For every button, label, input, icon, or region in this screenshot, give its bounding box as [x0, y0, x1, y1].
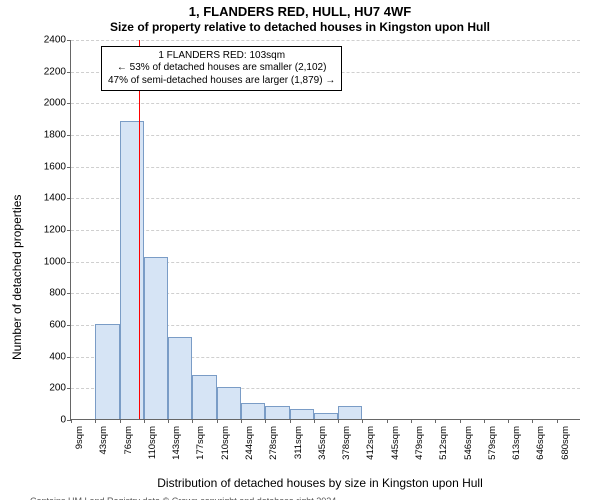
x-tick-label: 613sqm [511, 426, 522, 476]
y-tick-label: 1400 [26, 193, 66, 204]
y-tick-label: 2000 [26, 98, 66, 109]
y-tick [67, 388, 71, 389]
x-tick [120, 419, 121, 423]
x-tick [144, 419, 145, 423]
x-tick [508, 419, 509, 423]
x-tick [484, 419, 485, 423]
histogram-bar [338, 406, 362, 419]
histogram-bar [265, 406, 289, 419]
x-tick-label: 9sqm [74, 426, 85, 476]
y-tick [67, 103, 71, 104]
x-tick-label: 546sqm [463, 426, 474, 476]
gridline [71, 103, 580, 104]
histogram-bar [217, 387, 241, 419]
x-tick [71, 419, 72, 423]
histogram-bar [192, 375, 216, 419]
x-tick [290, 419, 291, 423]
y-tick [67, 357, 71, 358]
histogram-bar [168, 337, 192, 419]
page-title-line1: 1, FLANDERS RED, HULL, HU7 4WF [0, 0, 600, 20]
gridline [71, 198, 580, 199]
y-tick [67, 167, 71, 168]
x-tick-label: 143sqm [171, 426, 182, 476]
y-tick-label: 1200 [26, 224, 66, 235]
histogram-bar [241, 403, 265, 419]
x-tick-label: 378sqm [341, 426, 352, 476]
x-tick [241, 419, 242, 423]
histogram-bar [290, 409, 314, 419]
y-tick [67, 198, 71, 199]
x-tick [362, 419, 363, 423]
x-tick [168, 419, 169, 423]
x-tick [314, 419, 315, 423]
y-tick [67, 40, 71, 41]
x-tick-label: 43sqm [98, 426, 109, 476]
x-tick [387, 419, 388, 423]
x-tick [338, 419, 339, 423]
x-tick-label: 110sqm [147, 426, 158, 476]
x-tick [435, 419, 436, 423]
annotation-line1: 1 FLANDERS RED: 103sqm [108, 50, 335, 63]
x-axis-title: Distribution of detached houses by size … [40, 476, 600, 490]
x-tick-label: 579sqm [487, 426, 498, 476]
y-tick [67, 293, 71, 294]
page-title-line2: Size of property relative to detached ho… [0, 20, 600, 36]
plot-area: 0200400600800100012001400160018002000220… [70, 40, 580, 420]
y-axis-title: Number of detached properties [10, 195, 24, 360]
histogram-chart: 0200400600800100012001400160018002000220… [70, 40, 580, 420]
x-tick-label: 345sqm [317, 426, 328, 476]
gridline [71, 135, 580, 136]
x-tick [532, 419, 533, 423]
x-tick-label: 479sqm [414, 426, 425, 476]
x-tick [460, 419, 461, 423]
footer-attribution: Contains HM Land Registry data © Crown c… [0, 496, 600, 500]
x-tick-label: 210sqm [220, 426, 231, 476]
histogram-bar [144, 257, 168, 419]
x-tick-label: 445sqm [390, 426, 401, 476]
x-tick-label: 278sqm [268, 426, 279, 476]
histogram-bar [314, 413, 338, 419]
x-tick [557, 419, 558, 423]
y-tick-label: 2400 [26, 34, 66, 45]
y-tick-label: 1000 [26, 256, 66, 267]
y-tick [67, 72, 71, 73]
histogram-bar [95, 324, 119, 419]
x-tick [95, 419, 96, 423]
y-tick [67, 262, 71, 263]
x-tick [265, 419, 266, 423]
y-tick-label: 200 [26, 383, 66, 394]
x-tick [192, 419, 193, 423]
y-tick-label: 1800 [26, 129, 66, 140]
gridline [71, 167, 580, 168]
y-tick-label: 0 [26, 414, 66, 425]
property-marker-line [139, 40, 140, 419]
annotation-line3: 47% of semi-detached houses are larger (… [108, 75, 335, 88]
x-tick-label: 412sqm [365, 426, 376, 476]
y-tick [67, 230, 71, 231]
gridline [71, 230, 580, 231]
x-tick-label: 680sqm [560, 426, 571, 476]
y-tick-label: 2200 [26, 66, 66, 77]
x-tick-label: 244sqm [244, 426, 255, 476]
y-tick-label: 600 [26, 319, 66, 330]
annotation-line2: ← 53% of detached houses are smaller (2,… [108, 62, 335, 75]
x-tick-label: 512sqm [438, 426, 449, 476]
x-tick-label: 311sqm [293, 426, 304, 476]
annotation-box: 1 FLANDERS RED: 103sqm← 53% of detached … [101, 46, 342, 92]
gridline [71, 40, 580, 41]
y-tick [67, 325, 71, 326]
y-tick-label: 1600 [26, 161, 66, 172]
y-tick-label: 800 [26, 288, 66, 299]
x-tick [217, 419, 218, 423]
footer-line1: Contains HM Land Registry data © Crown c… [30, 496, 600, 500]
y-tick [67, 135, 71, 136]
x-tick-label: 177sqm [195, 426, 206, 476]
x-tick-label: 646sqm [535, 426, 546, 476]
x-tick [411, 419, 412, 423]
y-tick-label: 400 [26, 351, 66, 362]
x-tick-label: 76sqm [123, 426, 134, 476]
